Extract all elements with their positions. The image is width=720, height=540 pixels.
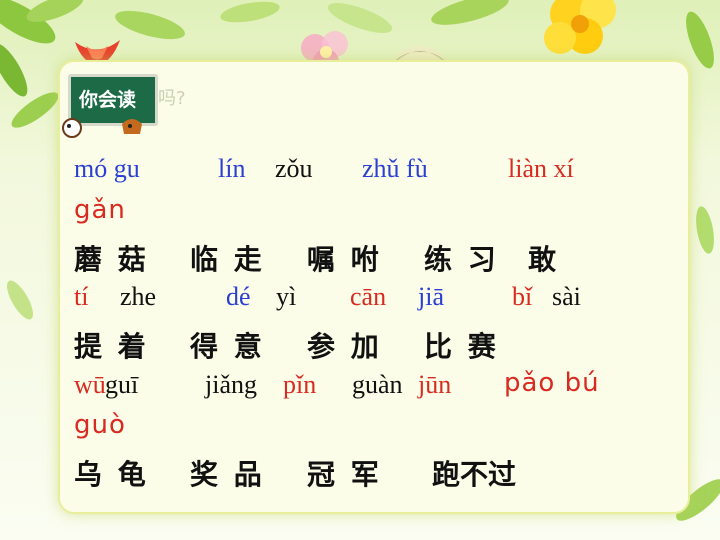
word-tizhe: 提 着 bbox=[74, 330, 149, 363]
word-canjia: 参 加 bbox=[307, 330, 382, 363]
word-zhufu: 嘱 咐 bbox=[307, 243, 382, 276]
pinyin-jun: jūn bbox=[418, 370, 452, 399]
word-mogu: 蘑 菇 bbox=[74, 243, 149, 276]
pinyin-mogu: mó gu bbox=[74, 154, 140, 183]
leaf-icon bbox=[676, 479, 720, 521]
pinyin-de: dé bbox=[226, 282, 251, 311]
title-badge: 你会读 bbox=[68, 74, 158, 126]
yellow-flower-icon bbox=[544, 0, 616, 54]
cartoon-animals-icon bbox=[62, 118, 142, 138]
pinyin-jia: jiā bbox=[418, 282, 444, 311]
pinyin-guan: guàn bbox=[352, 370, 403, 399]
word-paobuguo: 跑不过 bbox=[432, 458, 517, 491]
pinyin-paobu: pǎo bú bbox=[504, 368, 600, 398]
pinyin-zou: zǒu bbox=[275, 154, 313, 183]
pinyin-wu: wū bbox=[74, 370, 106, 399]
word-linzou: 临 走 bbox=[190, 243, 265, 276]
word-bisai: 比 赛 bbox=[424, 330, 499, 363]
pinyin-guo: guò bbox=[74, 410, 126, 440]
word-lianxi: 练 习 bbox=[424, 243, 499, 276]
content-panel bbox=[58, 60, 690, 514]
pinyin-can: cān bbox=[350, 282, 387, 311]
pinyin-gan: gǎn bbox=[74, 195, 126, 225]
word-wugui: 乌 龟 bbox=[74, 458, 149, 491]
pinyin-ti: tí bbox=[74, 282, 89, 311]
word-gan: 敢 bbox=[528, 243, 560, 276]
red-flower-icon bbox=[75, 40, 120, 66]
pinyin-lianxi: liàn xí bbox=[508, 154, 574, 183]
pinyin-zhufu: zhǔ fù bbox=[362, 154, 428, 183]
pinyin-bi: bǐ bbox=[512, 282, 533, 311]
word-deyi: 得 意 bbox=[190, 330, 265, 363]
badge-label: 你会读 bbox=[79, 89, 137, 111]
pinyin-zhe: zhe bbox=[120, 282, 157, 311]
word-jiangpin: 奖 品 bbox=[190, 458, 265, 491]
pinyin-lin: lín bbox=[218, 154, 246, 183]
pinyin-yi: yì bbox=[276, 282, 297, 311]
badge-trail-text: 吗? bbox=[158, 88, 186, 109]
pinyin-sai: sài bbox=[552, 282, 581, 311]
pinyin-pin: pǐn bbox=[283, 370, 317, 399]
pinyin-jiang: jiǎng bbox=[205, 370, 257, 399]
word-guanjun: 冠 军 bbox=[307, 458, 382, 491]
pinyin-gui: guī bbox=[105, 370, 139, 399]
leaves-decoration bbox=[0, 0, 714, 320]
